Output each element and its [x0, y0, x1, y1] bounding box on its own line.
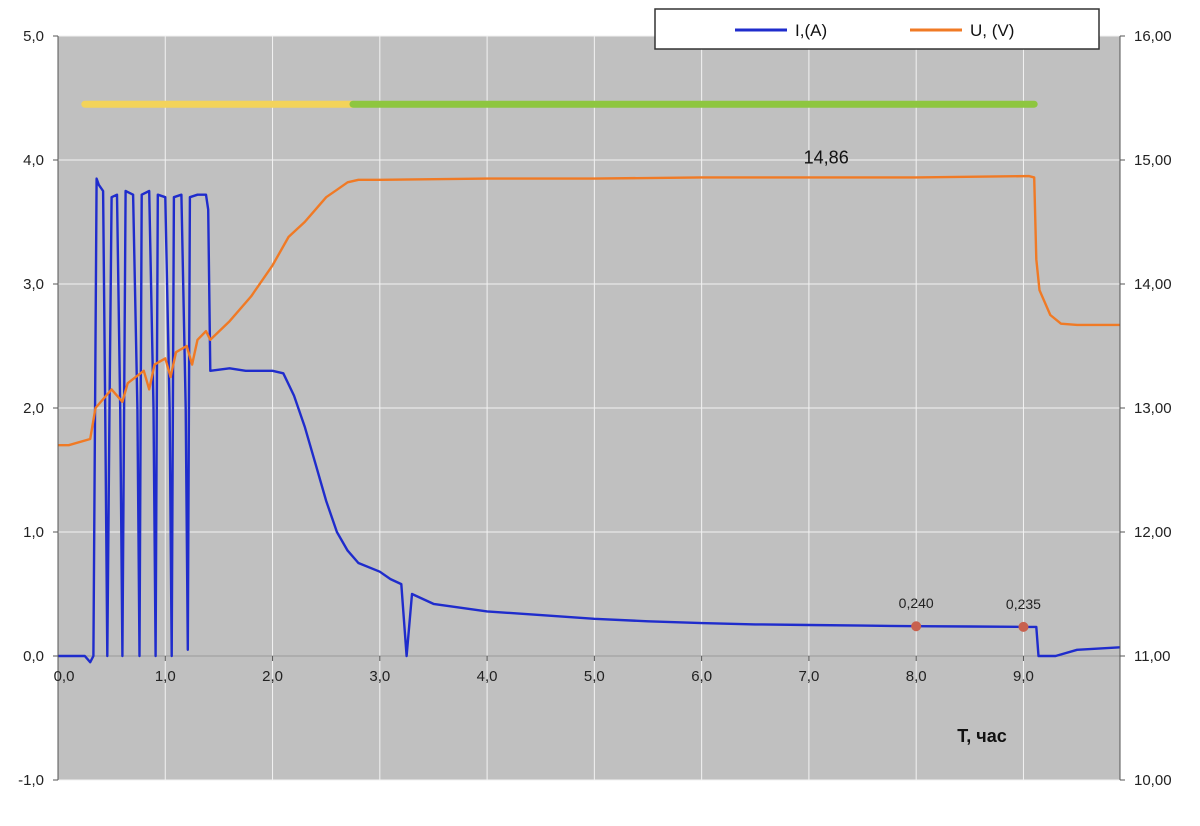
current-series-line: [58, 177, 1121, 664]
y-right-tick-label: 15,00: [1134, 152, 1172, 169]
y-right-tick-label: 16,00: [1134, 28, 1172, 45]
x-tick-label: 4,0: [477, 668, 498, 685]
y-left-tick-label: 5,0: [23, 28, 44, 45]
y-left-tick-label: 0,0: [23, 648, 44, 665]
x-axis-title: T, час: [957, 726, 1006, 746]
x-tick-label: 5,0: [584, 668, 605, 685]
y-right-tick-label: 10,00: [1134, 772, 1172, 789]
data-label: 14,86: [804, 147, 849, 167]
annotations: 14,86 0,240 0,235: [804, 147, 1042, 612]
series-lines: [58, 174, 1121, 664]
x-tick-label: 6,0: [691, 668, 712, 685]
legend: I,(A) U, (V): [654, 8, 1100, 50]
y-left-tick-label: -1,0: [18, 772, 44, 789]
data-label: 0,240: [899, 595, 934, 611]
tick-labels: 5,0 4,0 3,0 2,0 1,0 0,0 -1,0 16,00 15,00 14,00 13,…: [18, 28, 1171, 789]
x-tick-label: 9,0: [1013, 668, 1034, 685]
y-left-tick-label: 1,0: [23, 524, 44, 541]
data-point-marker: [911, 621, 922, 632]
axes: [53, 35, 1125, 781]
x-tick-label: 1,0: [155, 668, 176, 685]
data-label: 0,235: [1006, 596, 1041, 612]
y-right-tick-label: 14,00: [1134, 276, 1172, 293]
y-left-tick-label: 2,0: [23, 400, 44, 417]
legend-label-voltage: U, (V): [970, 21, 1014, 40]
data-markers: [911, 621, 1029, 632]
y-left-tick-label: 4,0: [23, 152, 44, 169]
y-right-tick-label: 13,00: [1134, 400, 1172, 417]
y-left-tick-label: 3,0: [23, 276, 44, 293]
x-tick-label: 7,0: [798, 668, 819, 685]
x-tick-label: 0,0: [54, 668, 75, 685]
x-tick-label: 8,0: [906, 668, 927, 685]
x-tick-label: 2,0: [262, 668, 283, 685]
voltage-series-line: [58, 174, 1120, 447]
x-tick-label: 3,0: [369, 668, 390, 685]
y-right-tick-label: 12,00: [1134, 524, 1172, 541]
legend-label-current: I,(A): [795, 21, 827, 40]
legend-box: [654, 8, 1100, 50]
data-point-marker: [1018, 621, 1029, 632]
y-right-tick-label: 11,00: [1134, 648, 1170, 665]
